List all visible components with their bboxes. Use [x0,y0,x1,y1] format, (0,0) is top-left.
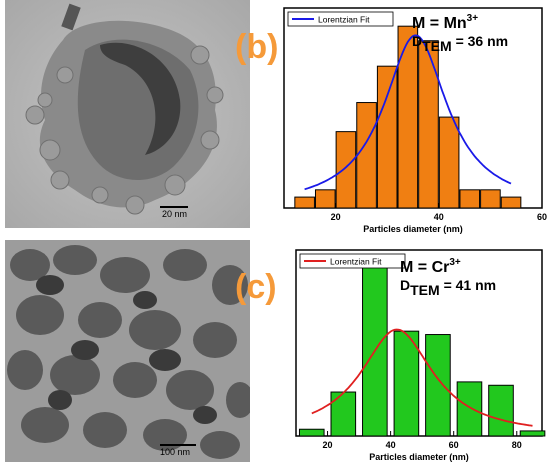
histogram-bar [480,189,501,209]
histogram-bar [356,102,377,209]
x-tick-label: 80 [512,440,522,450]
histogram-svg-b: 20 40 60 Particles diameter (nm) Lorentzian … [283,7,547,234]
tem-image-c: 100 nm [5,240,250,462]
tem-micrograph-b [5,0,250,228]
lorentzian-fit-line [304,34,512,191]
x-tick-label: 40 [434,212,444,222]
histogram-bar [438,116,460,209]
annotation-composition: M = Cr3+ [400,257,461,276]
histogram-c: 20 40 60 80 Particles diameter (nm) Lorentzia… [282,248,546,462]
annotation-composition: M = Mn3+ [412,13,478,32]
tem-image-b: 20 nm [5,0,250,228]
scale-label-b: 20 nm [162,209,188,219]
histogram-bar [330,391,357,437]
x-axis-label: Particles diameter (nm) [363,224,463,234]
histogram-bar [298,428,325,437]
legend-box [287,11,394,27]
histogram-bar [335,131,357,209]
histogram-bar [456,381,483,437]
histogram-bar [500,196,522,209]
histogram-bar [376,65,398,209]
histogram-bar [294,196,315,209]
histogram-bar [397,25,419,209]
x-tick-label: 40 [386,440,396,450]
histogram-bar [488,384,514,437]
histogram-bar [393,330,420,437]
scale-label-c: 100 nm [160,447,191,457]
histogram-bar [314,189,336,209]
annotation-size: DTEM = 41 nm [400,277,496,298]
legend-label: Lorentzian Fit [318,15,370,25]
x-tick-label: 20 [323,440,333,450]
x-axis-label: Particles diameter (nm) [369,452,469,462]
lorentzian-fit-line [311,328,533,427]
histogram-bar [418,40,439,209]
panel-label-c: (c) [235,268,277,306]
legend-box [299,253,406,269]
legend-label: Lorentzian Fit [330,257,382,267]
histogram-bar [519,430,546,437]
histogram-svg-c: 20 40 60 80 Particles diameter (nm) Lorentzia… [295,249,546,462]
histogram-bar [425,334,451,437]
histogram-bar [459,189,481,209]
panel-label-b: (b) [235,28,279,66]
histogram-b: 20 40 60 Particles diameter (nm) Lorentzian … [282,6,547,234]
x-tick-label: 20 [331,212,341,222]
annotation-size: DTEM = 36 nm [412,33,508,54]
x-tick-label: 60 [449,440,459,450]
x-tick-label: 60 [537,212,547,222]
tem-micrograph-c [5,240,250,462]
